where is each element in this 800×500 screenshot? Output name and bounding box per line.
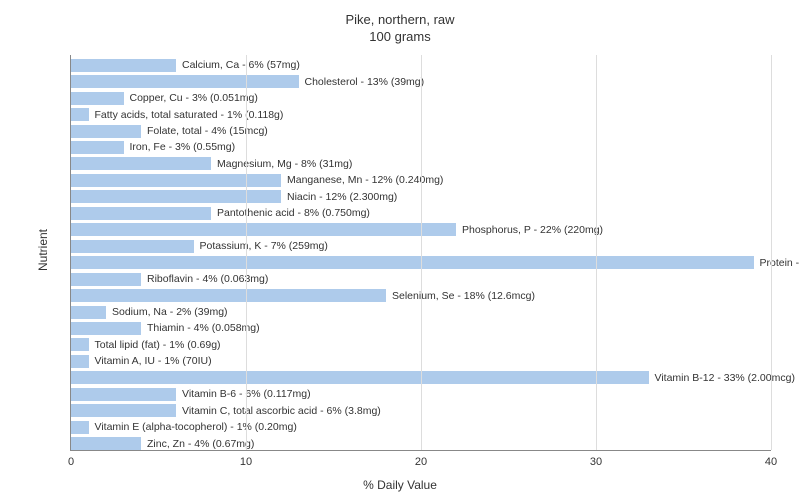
chart-title: Pike, northern, raw 100 grams <box>0 0 800 46</box>
bar-label: Sodium, Na - 2% (39mg) <box>112 306 228 318</box>
bar <box>71 273 141 286</box>
y-axis-label: Nutrient <box>36 229 50 271</box>
x-tick: 30 <box>590 456 602 468</box>
bar-label: Protein - 39% (19.26g) <box>760 257 800 269</box>
bar-label: Thiamin - 4% (0.058mg) <box>147 322 260 334</box>
bar-label: Manganese, Mn - 12% (0.240mg) <box>287 174 443 186</box>
grid-line <box>771 55 772 450</box>
bar-label: Vitamin E (alpha-tocopherol) - 1% (0.20m… <box>95 421 297 433</box>
bar <box>71 141 124 154</box>
chart-container: Pike, northern, raw 100 grams Nutrient C… <box>0 0 800 500</box>
x-axis-label: % Daily Value <box>363 478 437 492</box>
bar-label: Potassium, K - 7% (259mg) <box>200 240 328 252</box>
bar <box>71 404 176 417</box>
bar-label: Pantothenic acid - 8% (0.750mg) <box>217 207 370 219</box>
title-line-1: Pike, northern, raw <box>0 12 800 29</box>
bar-label: Calcium, Ca - 6% (57mg) <box>182 59 300 71</box>
bar-label: Zinc, Zn - 4% (0.67mg) <box>147 438 254 450</box>
bar-label: Fatty acids, total saturated - 1% (0.118… <box>95 109 284 121</box>
grid-line <box>596 55 597 450</box>
bar <box>71 371 649 384</box>
x-tick: 40 <box>765 456 777 468</box>
bar <box>71 240 194 253</box>
bar <box>71 355 89 368</box>
bar <box>71 207 211 220</box>
grid-line <box>421 55 422 450</box>
bar <box>71 322 141 335</box>
bar <box>71 157 211 170</box>
bar <box>71 388 176 401</box>
bar <box>71 306 106 319</box>
grid-line <box>246 55 247 450</box>
bar <box>71 59 176 72</box>
bar-label: Total lipid (fat) - 1% (0.69g) <box>95 339 221 351</box>
bar <box>71 108 89 121</box>
bar-label: Phosphorus, P - 22% (220mg) <box>462 224 603 236</box>
bar <box>71 125 141 138</box>
bar <box>71 75 299 88</box>
bar <box>71 174 281 187</box>
bar-label: Copper, Cu - 3% (0.051mg) <box>130 92 258 104</box>
bar-label: Vitamin C, total ascorbic acid - 6% (3.8… <box>182 405 381 417</box>
bar <box>71 338 89 351</box>
bar <box>71 190 281 203</box>
bar-label: Cholesterol - 13% (39mg) <box>305 76 425 88</box>
x-tick: 20 <box>415 456 427 468</box>
bar-label: Magnesium, Mg - 8% (31mg) <box>217 158 352 170</box>
bar <box>71 437 141 450</box>
bar-label: Vitamin A, IU - 1% (70IU) <box>95 355 212 367</box>
bar <box>71 92 124 105</box>
x-tick: 0 <box>68 456 74 468</box>
plot-area: Calcium, Ca - 6% (57mg) Cholesterol - 13%… <box>70 55 771 451</box>
bar <box>71 421 89 434</box>
bar-label: Selenium, Se - 18% (12.6mcg) <box>392 290 535 302</box>
bar <box>71 289 386 302</box>
bar-label: Riboflavin - 4% (0.063mg) <box>147 273 268 285</box>
bar-label: Vitamin B-12 - 33% (2.00mcg) <box>655 372 795 384</box>
bar-label: Folate, total - 4% (15mcg) <box>147 125 268 137</box>
bar-label: Iron, Fe - 3% (0.55mg) <box>130 141 236 153</box>
bar <box>71 223 456 236</box>
bar <box>71 256 754 269</box>
title-line-2: 100 grams <box>0 29 800 46</box>
x-tick: 10 <box>240 456 252 468</box>
bar-label: Niacin - 12% (2.300mg) <box>287 191 397 203</box>
